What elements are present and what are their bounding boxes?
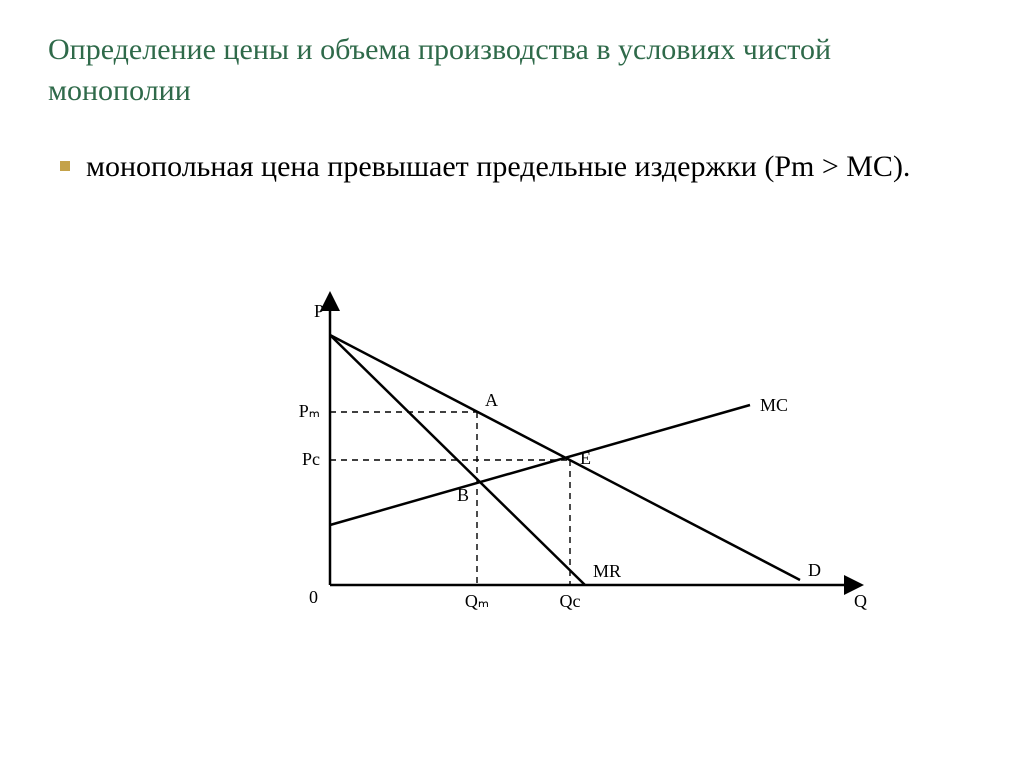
label-x-axis: Q <box>854 591 867 611</box>
label-pm: Pₘ <box>299 401 320 421</box>
label-pc: Pc <box>302 449 320 469</box>
bullet-square-icon <box>60 161 70 171</box>
chart-svg: P Q 0 Pₘ Pc Qₘ Qc A B E MC MR D <box>260 275 900 635</box>
label-point-a: A <box>485 390 498 410</box>
label-point-b: B <box>457 485 469 505</box>
mc-curve <box>330 405 750 525</box>
label-y-axis: P <box>314 301 324 321</box>
slide: Определение цены и объема производства в… <box>0 0 1024 767</box>
label-qm: Qₘ <box>465 591 489 611</box>
label-d: D <box>808 560 821 580</box>
label-mr: MR <box>593 561 621 581</box>
bullet-text: монопольная цена превышает предельные из… <box>86 147 910 188</box>
bullet-row: монопольная цена превышает предельные из… <box>48 147 976 188</box>
label-qc: Qc <box>560 591 581 611</box>
label-mc: MC <box>760 395 788 415</box>
label-origin: 0 <box>309 587 318 607</box>
label-point-e: E <box>580 448 591 468</box>
monopoly-diagram: P Q 0 Pₘ Pc Qₘ Qc A B E MC MR D <box>260 275 900 640</box>
slide-title: Определение цены и объема производства в… <box>48 30 976 111</box>
